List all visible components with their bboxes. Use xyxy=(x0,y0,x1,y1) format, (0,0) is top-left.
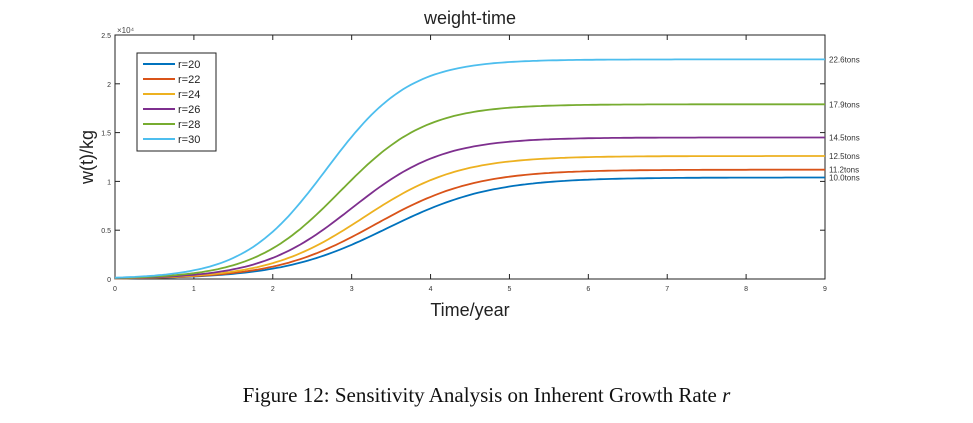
end-label-r=26: 14.5tons xyxy=(829,133,860,142)
legend-label: r=24 xyxy=(178,89,200,101)
series-line-r=26 xyxy=(115,136,825,280)
y-tick-label: 1.5 xyxy=(101,131,111,138)
y-exponent: ×10⁴ xyxy=(117,26,135,35)
legend-label: r=28 xyxy=(178,119,200,131)
axis-ticks: 0 1 2 3 4 5 6 7 8 9 0 0.5 1 1.5 2 2.5 xyxy=(101,33,827,293)
end-label-r=20: 10.0tons xyxy=(829,174,860,183)
x-tick-label: 9 xyxy=(823,286,827,293)
caption-text: Figure 12: Sensitivity Analysis on Inher… xyxy=(242,383,723,407)
x-tick-label: 2 xyxy=(271,286,275,293)
end-label-r=30: 22.6tons xyxy=(829,55,860,64)
x-tick-label: 6 xyxy=(586,286,590,293)
caption-variable: r xyxy=(722,383,731,407)
x-tick-label: 8 xyxy=(744,286,748,293)
legend-label: r=22 xyxy=(178,74,200,86)
x-tick-label: 7 xyxy=(665,286,669,293)
y-tick-label: 1 xyxy=(107,179,111,186)
x-tick-label: 0 xyxy=(113,286,117,293)
y-axis-label: w(t)/kg xyxy=(77,130,97,185)
chart-title: weight-time xyxy=(423,8,516,28)
legend-label: r=26 xyxy=(178,104,200,116)
x-tick-label: 5 xyxy=(507,286,511,293)
y-tick-label: 0.5 xyxy=(101,228,111,235)
x-tick-label: 4 xyxy=(429,286,433,293)
legend-label: r=20 xyxy=(178,59,200,71)
x-tick-label: 1 xyxy=(192,286,196,293)
series-line-r=28 xyxy=(114,103,825,279)
legend-label: r=30 xyxy=(178,134,200,146)
y-tick-label: 2.5 xyxy=(101,33,111,40)
end-label-r=22: 11.2tons xyxy=(829,166,859,175)
end-label-r=24: 12.5tons xyxy=(829,152,860,161)
legend: r=20 r=22 r=24 r=26 r=28 r=30 xyxy=(136,52,217,152)
y-tick-label: 2 xyxy=(107,82,111,89)
figure-caption: Figure 12: Sensitivity Analysis on Inher… xyxy=(0,383,973,408)
y-tick-label: 0 xyxy=(107,277,111,284)
series-line-r=22 xyxy=(115,168,825,280)
series-line-r=24 xyxy=(115,155,825,280)
x-tick-label: 3 xyxy=(350,286,354,293)
series-lines xyxy=(114,58,825,280)
end-label-r=28: 17.9tons xyxy=(829,100,860,109)
legend-box xyxy=(136,52,217,152)
x-axis-label: Time/year xyxy=(430,300,509,320)
chart: 0 1 2 3 4 5 6 7 8 900.511.522.5 10.0tons11.2tons1… xyxy=(77,8,860,320)
series-line-r=30 xyxy=(114,58,825,279)
